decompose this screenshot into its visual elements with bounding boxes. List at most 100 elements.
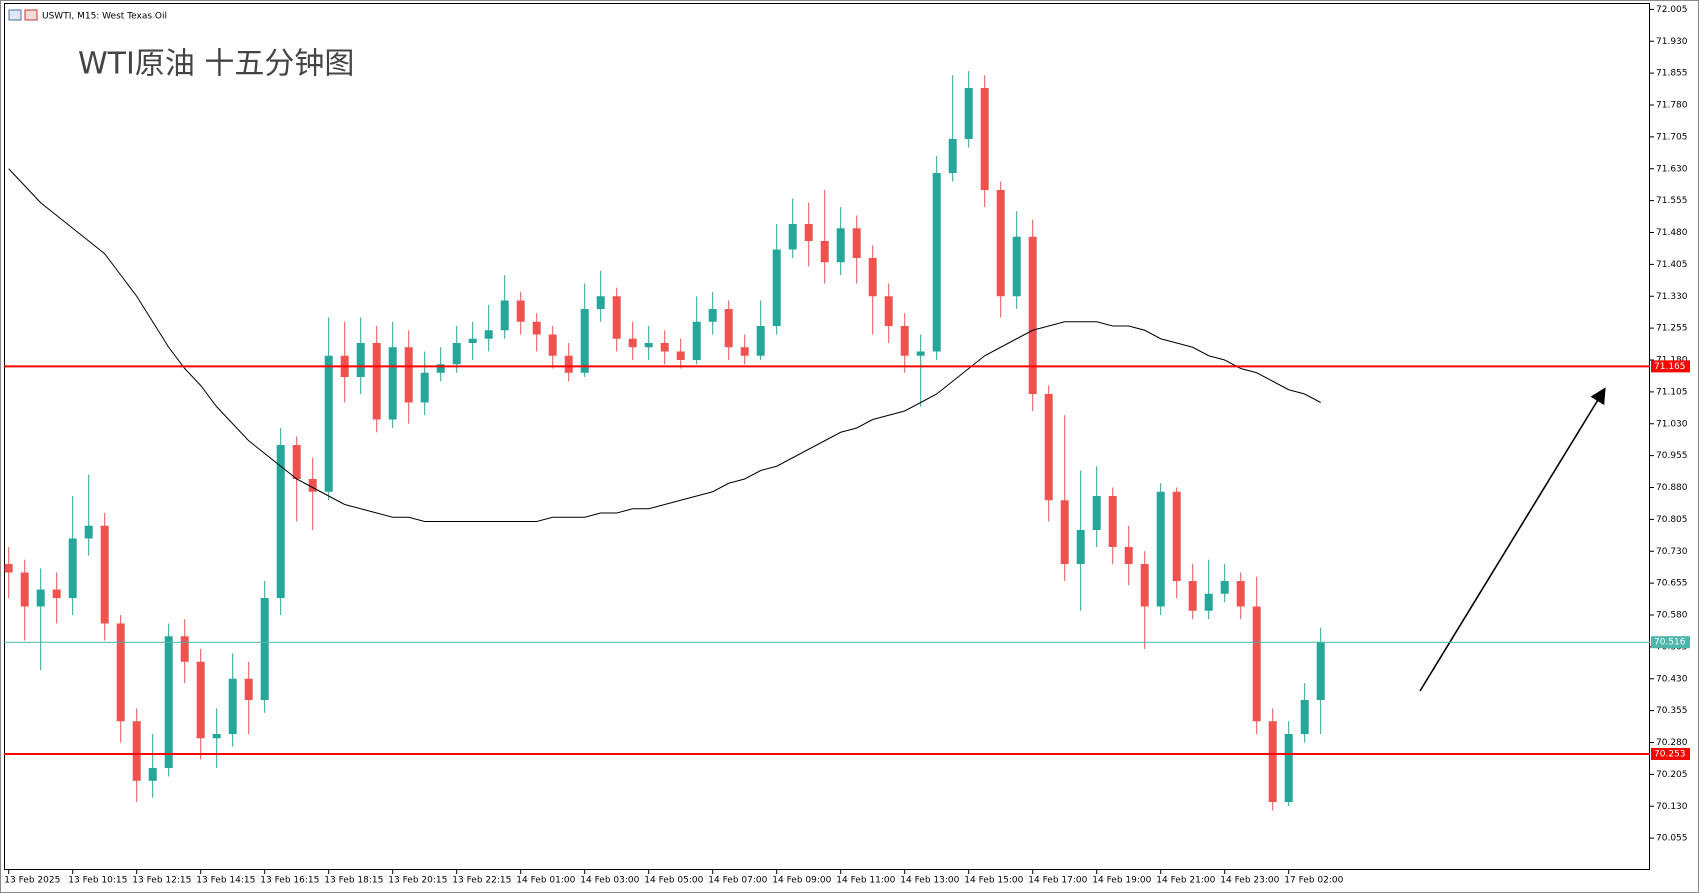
y-tick-label: 70.730	[1656, 547, 1688, 557]
candle-body	[772, 249, 781, 326]
level-label: 70.516	[1654, 638, 1686, 648]
candle-body	[196, 661, 205, 739]
candle-body	[644, 343, 653, 348]
candle-body	[884, 296, 893, 326]
menu-icon[interactable]	[8, 9, 38, 21]
symbol-label: USWTI, M15: West Texas Oil	[42, 12, 167, 22]
y-tick-label: 71.630	[1656, 164, 1688, 174]
candle-body	[468, 338, 477, 343]
candle-body	[676, 351, 685, 360]
y-tick-label: 70.130	[1656, 802, 1688, 812]
x-tick-label: 13 Feb 2025	[4, 876, 60, 886]
y-tick-label: 71.855	[1656, 69, 1688, 79]
candle-body	[308, 479, 317, 492]
x-tick-label: 13 Feb 10:15	[68, 876, 127, 886]
x-tick-label: 17 Feb 02:00	[1284, 876, 1343, 886]
candle-body	[612, 296, 621, 339]
candle-body	[868, 258, 877, 297]
candle-body	[820, 241, 829, 263]
x-tick-label: 14 Feb 05:00	[644, 876, 703, 886]
candle-body	[292, 445, 301, 479]
candle-body	[68, 538, 77, 598]
candle-body	[836, 228, 845, 263]
candle-body	[1092, 496, 1101, 530]
y-tick-label: 70.955	[1656, 451, 1688, 461]
candle-body	[756, 326, 765, 356]
candle-body	[404, 347, 413, 403]
candle-body	[1012, 236, 1021, 297]
y-tick-label: 70.880	[1656, 483, 1688, 493]
candle-body	[916, 351, 925, 356]
x-tick-label: 13 Feb 12:15	[132, 876, 191, 886]
candle-body	[244, 678, 253, 700]
candle-body	[996, 190, 1005, 297]
candle-body	[1172, 491, 1181, 581]
candle-body	[260, 598, 269, 700]
y-tick-label: 71.405	[1656, 260, 1688, 270]
x-tick-label: 14 Feb 09:00	[772, 876, 831, 886]
candle-body	[708, 309, 717, 322]
x-tick-label: 14 Feb 11:00	[836, 876, 895, 886]
level-box	[1651, 747, 1690, 760]
candle-body	[276, 445, 285, 598]
candle-body	[900, 326, 909, 356]
y-tick-label: 71.555	[1656, 196, 1688, 206]
y-tick-label: 70.205	[1656, 770, 1688, 780]
candle-body	[420, 372, 429, 403]
y-tick-label: 72.005	[1656, 5, 1688, 15]
candle-body	[1124, 547, 1133, 564]
candle-body	[1316, 642, 1325, 700]
y-tick-label: 71.930	[1656, 37, 1688, 47]
candle-body	[1156, 491, 1165, 607]
x-tick-label: 14 Feb 23:00	[1220, 876, 1279, 886]
candle-body	[1300, 700, 1309, 734]
candle-body	[52, 589, 61, 598]
candle-body	[212, 734, 221, 739]
candle-body	[324, 355, 333, 492]
candle-body	[692, 321, 701, 360]
plot-border	[4, 3, 1650, 870]
y-tick-label: 70.355	[1656, 706, 1688, 716]
moving-average	[8, 168, 1321, 522]
y-tick-label: 71.780	[1656, 101, 1688, 111]
candle-body	[500, 300, 509, 331]
x-tick-label: 14 Feb 21:00	[1156, 876, 1215, 886]
candle-body	[228, 678, 237, 734]
candle-body	[180, 636, 189, 662]
candle-body	[788, 224, 797, 250]
candle-body	[628, 338, 637, 348]
candle-body	[452, 343, 461, 365]
y-tick-label: 71.255	[1656, 324, 1688, 334]
candle-body	[1284, 734, 1293, 802]
x-tick-label: 13 Feb 20:15	[388, 876, 447, 886]
candle-body	[1044, 394, 1053, 501]
candle-body	[724, 309, 733, 348]
x-tick-label: 14 Feb 15:00	[964, 876, 1023, 886]
candle-body	[516, 300, 525, 322]
candle-body	[948, 139, 957, 173]
level-box	[1651, 636, 1690, 649]
level-box	[1651, 360, 1690, 373]
y-tick-label: 70.280	[1656, 738, 1688, 748]
candle-body	[932, 173, 941, 352]
candle-body	[1220, 581, 1229, 594]
candle-body	[852, 228, 861, 258]
candle-body	[4, 564, 13, 573]
candle-body	[532, 321, 541, 335]
candle-body	[1060, 500, 1069, 564]
candle-body	[1188, 581, 1197, 611]
candle-body	[20, 572, 29, 607]
candle-body	[596, 296, 605, 309]
y-tick-label: 71.030	[1656, 419, 1688, 429]
x-tick-label: 14 Feb 03:00	[580, 876, 639, 886]
candle-body	[740, 347, 749, 356]
x-tick-label: 14 Feb 01:00	[516, 876, 575, 886]
candle-body	[804, 224, 813, 241]
candle-body	[1252, 606, 1261, 722]
candle-body	[1108, 496, 1117, 547]
y-tick-label: 71.105	[1656, 387, 1688, 397]
x-tick-label: 13 Feb 14:15	[196, 876, 255, 886]
candle-body	[84, 525, 93, 539]
